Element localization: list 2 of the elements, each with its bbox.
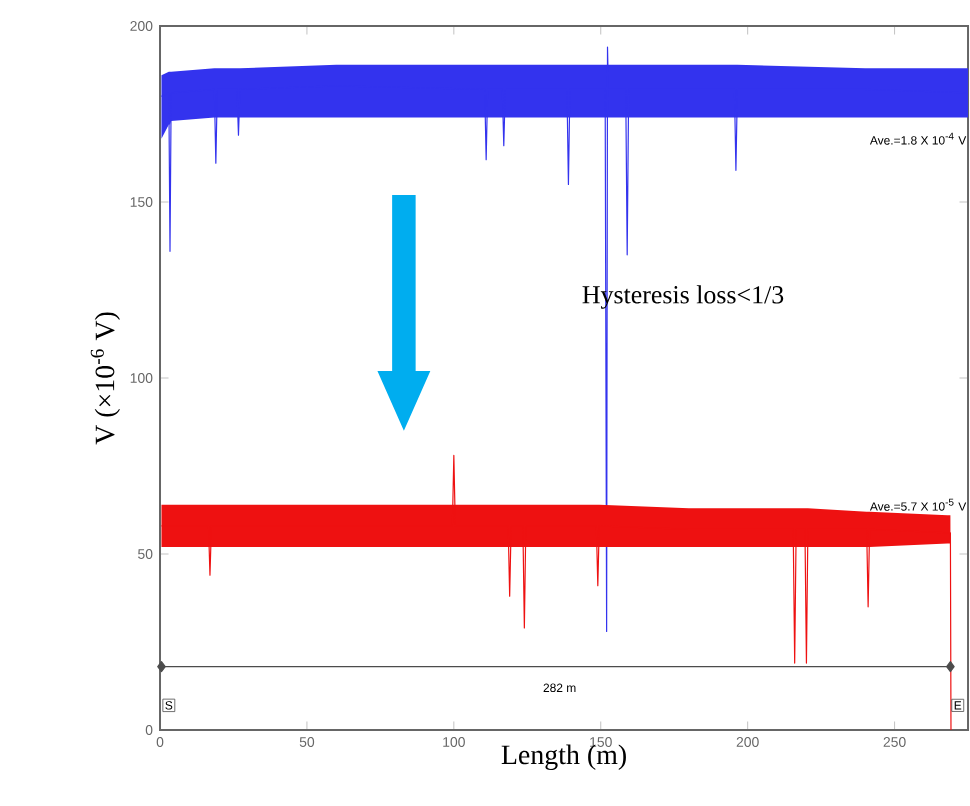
y-axis-title: V (×10$^{-6}$ V) bbox=[90, 312, 121, 445]
x-axis-title: Length (m) bbox=[501, 744, 626, 770]
